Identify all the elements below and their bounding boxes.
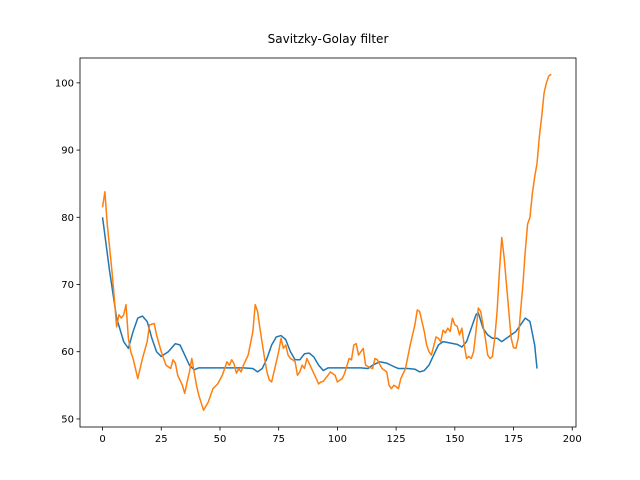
x-tick-label: 0 xyxy=(99,434,105,445)
x-tick-label: 150 xyxy=(445,434,464,445)
y-tick-label: 60 xyxy=(61,347,74,358)
x-tick-label: 200 xyxy=(563,434,582,445)
y-tick-label: 100 xyxy=(55,78,74,89)
x-tick-label: 175 xyxy=(504,434,523,445)
plot-frame xyxy=(79,57,577,428)
chart-title: Savitzky-Golay filter xyxy=(268,32,389,46)
line-series xyxy=(101,73,552,411)
y-tick-label: 80 xyxy=(61,213,74,224)
x-tick-label: 125 xyxy=(387,434,406,445)
y-tick-label: 70 xyxy=(61,280,74,291)
x-tick-label: 75 xyxy=(272,434,285,445)
y-tick-label: 90 xyxy=(61,146,74,157)
x-tick-label: 50 xyxy=(214,434,227,445)
x-tick-label: 25 xyxy=(155,434,168,445)
line-series xyxy=(101,217,538,373)
x-tick-label: 100 xyxy=(328,434,347,445)
y-tick-label: 50 xyxy=(61,414,74,425)
